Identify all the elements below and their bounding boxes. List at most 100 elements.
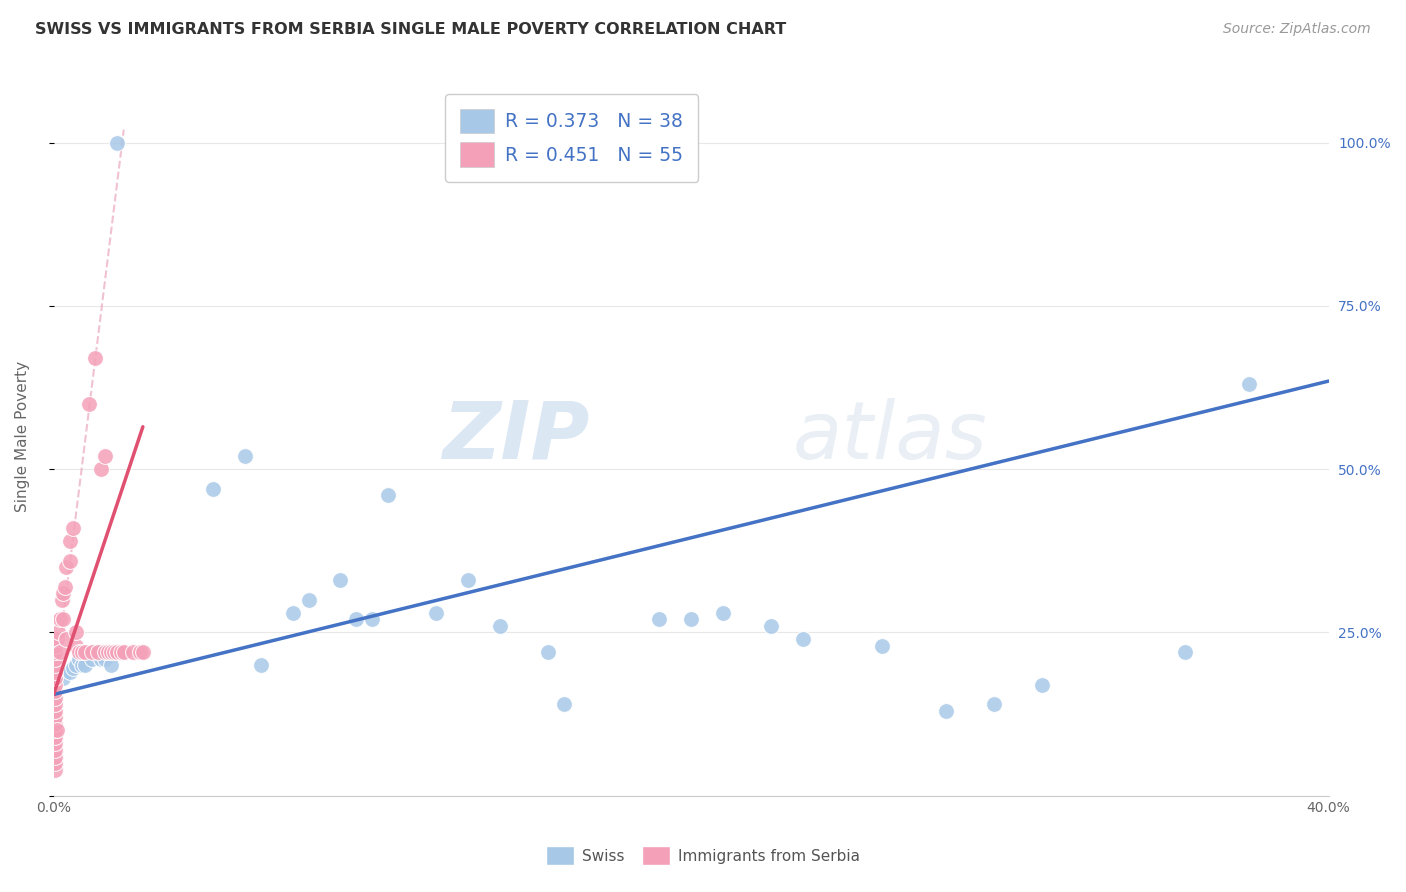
Point [457,573,479,587]
Point [44,717,66,731]
Point [58,554,80,568]
Point [128,645,150,659]
Point [983,698,1005,712]
Point [52,586,75,600]
Point [80,651,103,665]
Point [110,645,132,659]
Point [122,645,145,659]
Point [72,645,94,659]
Point [77,397,100,411]
Point [329,573,352,587]
Point [51,592,73,607]
Point [62,521,84,535]
Point [489,619,512,633]
Point [201,482,224,496]
Point [249,658,271,673]
Point [44,736,66,750]
Point [648,612,671,626]
Point [58,665,80,679]
Point [90,462,112,476]
Point [1237,377,1260,392]
Point [44,639,66,653]
Point [132,645,155,659]
Point [53,580,76,594]
Point [100,658,122,673]
Point [759,619,782,633]
Point [361,612,384,626]
Point [44,645,66,659]
Point [537,645,560,659]
Point [105,645,128,659]
Point [553,698,575,712]
Point [44,658,66,673]
Point [792,632,814,646]
Point [84,645,107,659]
Legend: R = 0.373   N = 38, R = 0.451   N = 55: R = 0.373 N = 38, R = 0.451 N = 55 [446,94,699,182]
Point [112,645,135,659]
Point [44,698,66,712]
Text: atlas: atlas [793,398,988,475]
Point [1174,645,1197,659]
Point [346,612,368,626]
Point [67,645,90,659]
Point [44,749,66,764]
Point [87,645,110,659]
Point [45,723,67,738]
Point [93,449,115,463]
Point [44,690,66,705]
Point [65,658,87,673]
Point [55,560,77,574]
Point [105,136,128,150]
Point [425,606,447,620]
Point [872,639,894,653]
Point [52,612,75,626]
Point [44,710,66,724]
Point [62,661,84,675]
Point [681,612,703,626]
Point [100,645,122,659]
Point [44,678,66,692]
Legend: Swiss, Immigrants from Serbia: Swiss, Immigrants from Serbia [540,840,866,871]
Point [84,351,107,366]
Y-axis label: Single Male Poverty: Single Male Poverty [15,361,30,512]
Point [711,606,734,620]
Text: SWISS VS IMMIGRANTS FROM SERBIA SINGLE MALE POVERTY CORRELATION CHART: SWISS VS IMMIGRANTS FROM SERBIA SINGLE M… [35,22,786,37]
Point [80,645,103,659]
Point [49,645,72,659]
Point [44,763,66,777]
Text: ZIP: ZIP [441,398,589,475]
Point [49,612,72,626]
Point [935,704,957,718]
Point [58,534,80,549]
Point [44,743,66,757]
Point [377,488,399,502]
Point [44,756,66,770]
Point [1031,678,1053,692]
Point [281,606,304,620]
Point [48,625,70,640]
Point [65,639,87,653]
Point [67,651,90,665]
Point [72,658,94,673]
Point [233,449,256,463]
Point [44,730,66,744]
Point [103,645,125,659]
Point [45,632,67,646]
Point [44,704,66,718]
Point [90,651,112,665]
Point [44,684,66,698]
Point [93,651,115,665]
Point [44,723,66,738]
Point [55,632,77,646]
Point [75,658,97,673]
Point [75,645,97,659]
Text: Source: ZipAtlas.com: Source: ZipAtlas.com [1223,22,1371,37]
Point [44,665,66,679]
Point [65,625,87,640]
Point [44,651,66,665]
Point [44,671,66,685]
Point [52,671,75,685]
Point [97,645,120,659]
Point [93,645,115,659]
Point [298,592,321,607]
